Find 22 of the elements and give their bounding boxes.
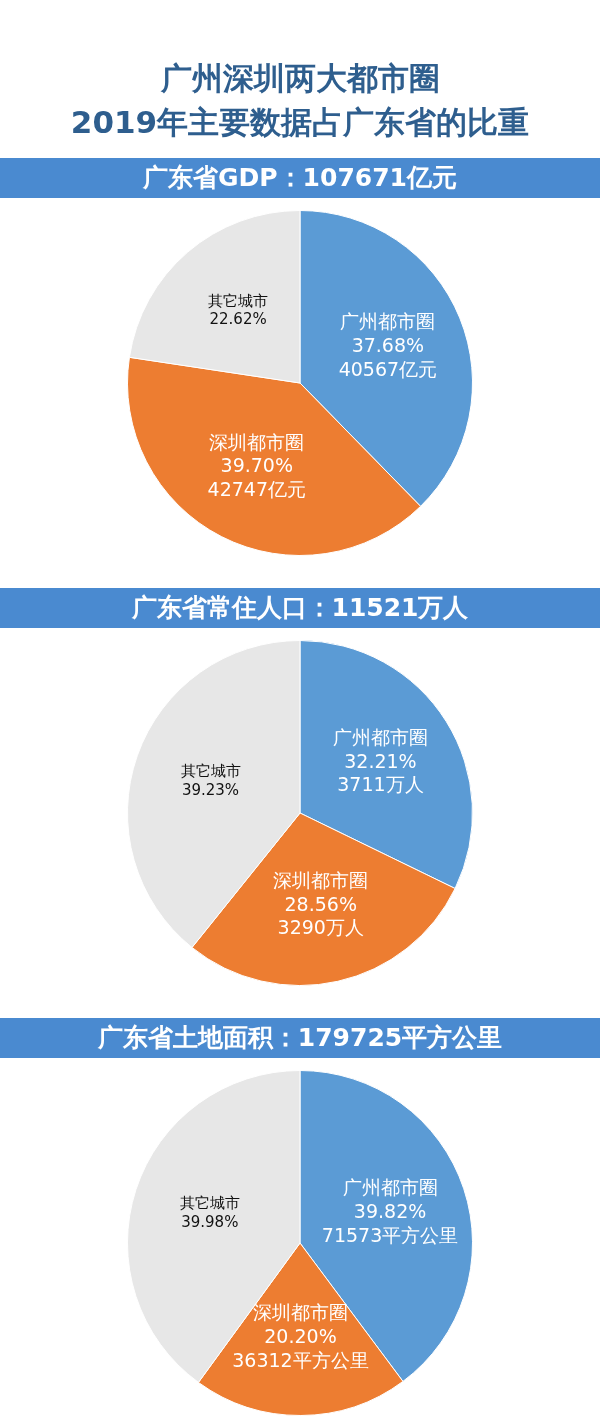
- slice-label: 深圳都市圈: [273, 868, 369, 891]
- data-label: 39.23%: [181, 780, 240, 799]
- slice-label: 其它城市: [180, 762, 241, 781]
- slice-label: 广州都市圈: [340, 310, 436, 333]
- chart-title: 广东省常住人口：11521万人: [0, 588, 600, 628]
- data-label: 32.21% 3711万人: [337, 749, 424, 796]
- slice-label: 广州都市圈: [332, 725, 428, 748]
- slice-label: 深圳都市圈: [209, 430, 305, 453]
- data-label: 39.98%: [181, 1212, 239, 1231]
- data-label: 28.56% 3290万人: [277, 892, 364, 939]
- data-label: 39.70% 42747亿元: [207, 454, 306, 501]
- slice-label: 广州都市圈: [342, 1176, 438, 1199]
- data-label: 39.82% 71573平方公里: [321, 1200, 459, 1246]
- data-label: 37.68% 40567亿元: [338, 334, 438, 380]
- slice-label: 其它城市: [208, 291, 269, 310]
- text: 广州深圳两大都市圈 2019年主要数据占广东省的比重: [69, 59, 531, 142]
- data-label: 22.62%: [209, 310, 267, 329]
- chart-title: 广东省GDP：107671亿元: [0, 158, 600, 198]
- slice-label: 其它城市: [179, 1194, 240, 1213]
- chart-title: 广东省土地面积：179725平方公里: [0, 1018, 600, 1058]
- data-label: 20.20% 36312平方公里: [232, 1324, 369, 1371]
- slice-label: 深圳都市圈: [252, 1301, 348, 1324]
